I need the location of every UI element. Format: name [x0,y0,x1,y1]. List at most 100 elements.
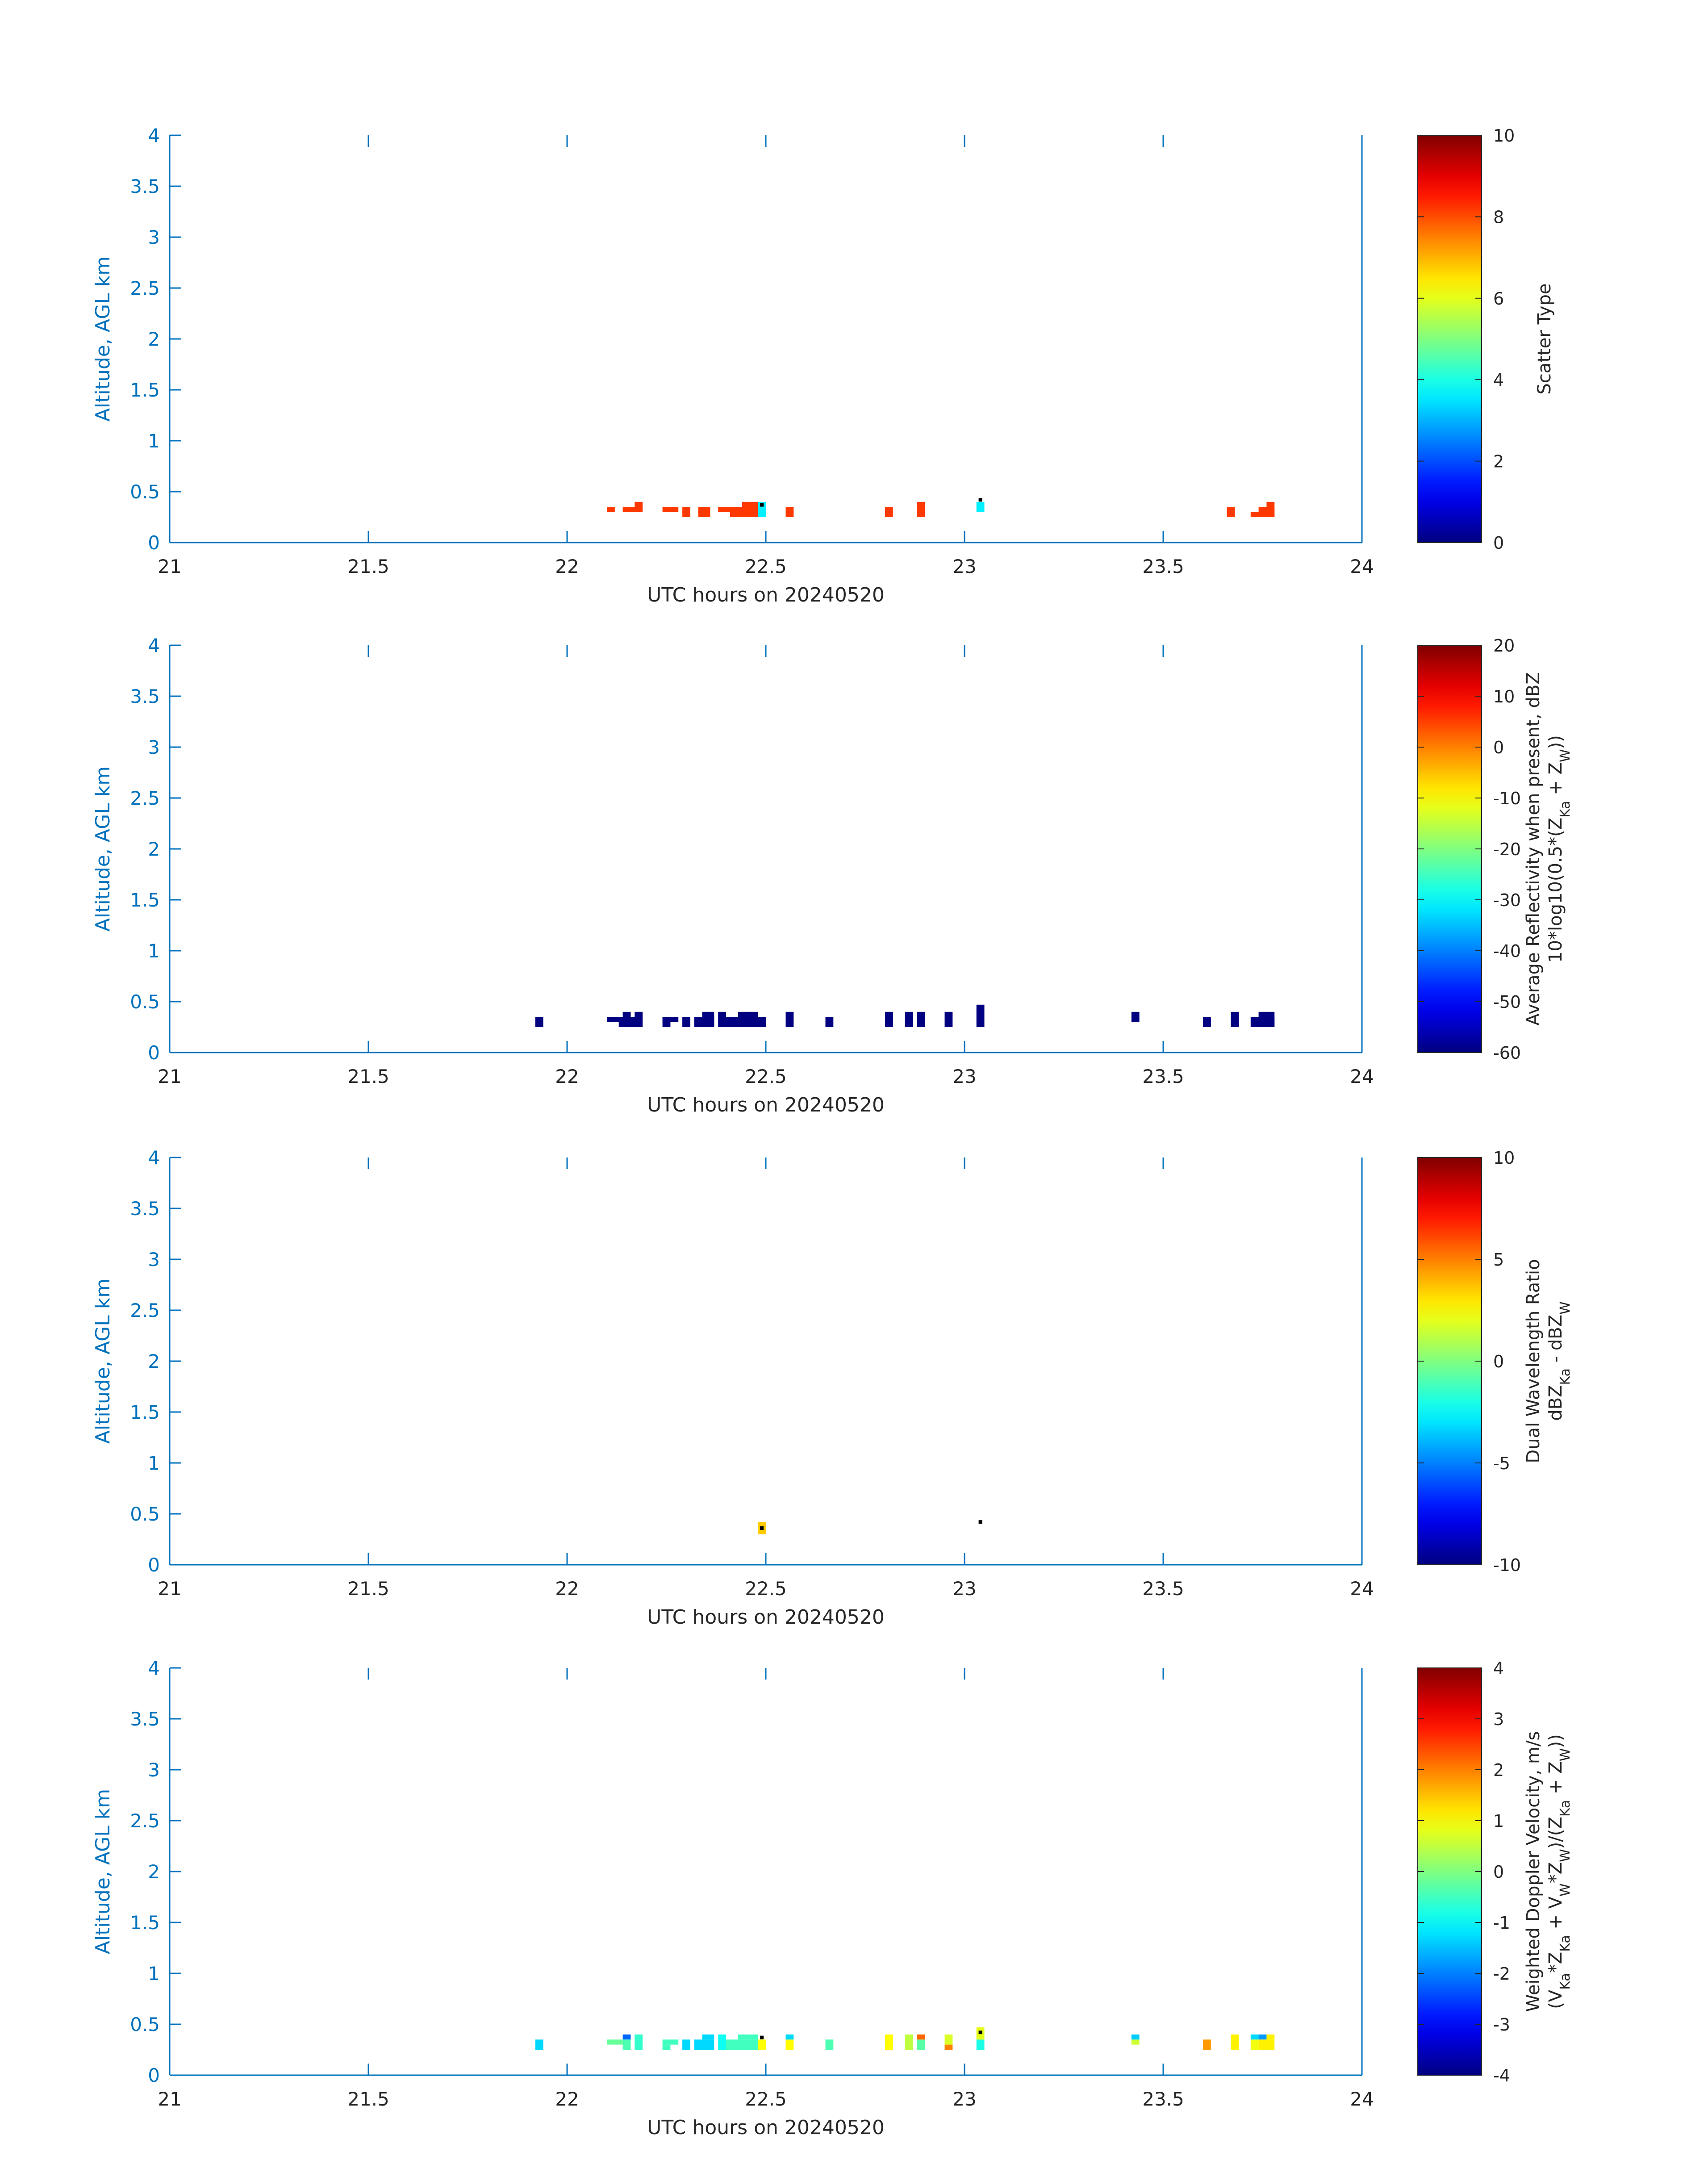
colorbar-label: Scatter Type [1534,284,1555,395]
data-cell [1131,2034,1140,2040]
data-cell [785,2039,794,2050]
colorbar-tick-label: 4 [1493,370,1504,390]
y-tick-label: 0 [148,1042,160,1064]
data-cell [535,2039,543,2050]
colorbar-gradient [1417,645,1482,1053]
y-tick-label: 1 [148,1452,160,1474]
data-cell [1250,2034,1259,2040]
y-tick-label: 2 [148,1861,160,1883]
data-cell [622,2034,631,2040]
y-tick-label: 3 [148,1249,160,1270]
colorbar-label-text: (V [1545,1989,1566,2009]
colorbar-label-line: Weighted Doppler Velocity, m/s [1523,1731,1544,2012]
marker-dot [760,503,764,507]
colorbar-label-text: Weighted Doppler Velocity, m/s [1523,1731,1544,2012]
data-cell [607,507,615,512]
colorbar-tick-label: 10 [1493,687,1515,706]
data-cell [905,1011,913,1027]
x-tick-label: 23.5 [1142,1066,1184,1087]
data-cell [738,1011,758,1027]
data-cell [622,1011,631,1027]
data-cell [726,2039,758,2050]
x-tick-label: 23.5 [1142,2088,1184,2110]
colorbar-label-text: )/(Z [1545,1817,1566,1849]
y-tick-label: 2 [148,838,160,860]
data-cell [682,2039,690,2050]
data-cell [976,2039,985,2050]
data-cell [682,1017,690,1027]
x-tick-label: 21 [158,1578,181,1600]
data-cell [944,2034,953,2045]
colorbar-tick-label: 10 [1493,126,1515,146]
data-cell [738,2034,758,2040]
data-cell [718,1011,726,1027]
colorbar-label-text: Scatter Type [1534,284,1555,395]
y-tick-label: 4 [148,1147,160,1169]
data-cell [607,2039,623,2045]
x-tick-label: 22.5 [745,2088,787,2110]
colorbar-label-subscript: Ka [1558,1368,1573,1385]
panel-2: 21 21.5 22 22.5 23 23.5 2400.511.522.533.54UTC… [92,635,1573,1116]
data-cell [635,2034,643,2050]
marker-dot [760,1526,764,1530]
colorbar-tick-label: 0 [1493,1352,1504,1371]
colorbar-label: Average Reflectivity when present, dBZ 10… [1523,672,1573,1025]
x-axis-label: UTC hours on 20240520 [647,1094,885,1116]
y-tick-label: 2.5 [130,277,160,299]
colorbar-label-text: + Z [1545,762,1566,801]
data-cell [718,2034,726,2050]
data-cell [785,507,794,517]
colorbar-label-subscript: W [1558,1301,1573,1315]
y-tick-label: 3.5 [130,1198,160,1220]
colorbar-label-text: 10*log10(0.5*(Z [1545,818,1566,963]
colorbar-tick-label: 8 [1493,207,1504,227]
x-tick-label: 24 [1350,1578,1374,1600]
colorbar-label-text: )) [1545,735,1566,749]
data-cell [905,2034,913,2050]
colorbar-tick-label: -40 [1493,941,1521,961]
colorbar-tick-label: -1 [1493,1913,1510,1933]
colorbar: -60 -50 -40 -30 -20 -10 0 10 20 Average Reflectiv… [1417,636,1573,1063]
y-tick-label: 0 [148,2064,160,2086]
colorbar-label-subscript: W [1558,749,1573,762]
data-cell [885,2034,893,2050]
marker-dot [760,2035,764,2039]
data-cells [535,2027,1275,2050]
y-tick-label: 1.5 [130,889,160,911]
colorbar-label: Weighted Doppler Velocity, m/s (VKa*ZKa +… [1523,1731,1573,2012]
colorbar-label-line: (VKa*ZKa + VW*ZW)/(ZKa + ZW)) [1545,1734,1573,2009]
y-tick-label: 1 [148,430,160,452]
colorbar-tick-label: -5 [1493,1454,1510,1473]
data-cell [758,2039,766,2050]
x-axis-label: UTC hours on 20240520 [647,2116,885,2139]
x-tick-label: 23 [952,1578,976,1600]
colorbar-tick-label: 0 [1493,1862,1504,1882]
data-cell [698,507,710,517]
marker-dot [978,498,982,502]
colorbar-tick-label: -50 [1493,992,1521,1012]
data-cell [1131,2039,1140,2045]
data-cell [1266,501,1275,517]
colorbar-label-line: dBZKa - dBZW [1545,1301,1573,1421]
colorbar-label-text: *Z [1545,1952,1566,1973]
y-tick-label: 4 [148,125,160,146]
data-cell [622,507,639,512]
data-cell [662,2044,671,2050]
data-cell [718,507,734,512]
data-cells [535,1004,1275,1027]
x-tick-label: 24 [1350,2088,1374,2110]
data-cell [662,1017,679,1022]
data-cell [662,507,679,512]
data-cell [1258,1011,1275,1027]
colorbar-tick-label: -10 [1493,789,1521,808]
x-tick-label: 23.5 [1142,556,1184,577]
data-cell [1203,2039,1211,2050]
data-cell [702,2034,714,2040]
colorbar-label-line: Average Reflectivity when present, dBZ [1523,672,1544,1025]
colorbar-tick-label: 0 [1493,738,1504,757]
x-tick-label: 21 [158,1066,181,1087]
colorbar-label-subscript: W [1558,1883,1573,1897]
y-tick-label: 4 [148,635,160,656]
y-tick-label: 2 [148,1350,160,1372]
marker-dot [978,2031,982,2035]
